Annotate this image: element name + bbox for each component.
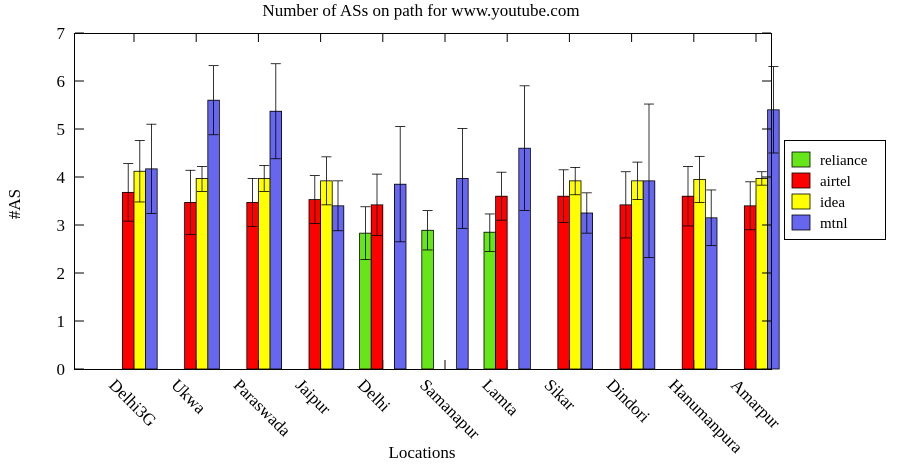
- legend-swatch: [791, 172, 811, 189]
- error-bar-mtnl-delhi3g: [146, 123, 157, 214]
- x-tick-label-sikar: Sikar: [541, 375, 580, 414]
- error-bar-idea-hanumanpura: [694, 155, 705, 203]
- bar-airtel-lamta: [495, 195, 508, 370]
- legend-item-reliance: reliance: [791, 151, 868, 169]
- error-bar-airtel-paraswada: [247, 178, 258, 227]
- x-tick-label-amarpur: Amarpur: [727, 375, 784, 432]
- legend: reliance airtel idea mtnl: [784, 140, 886, 240]
- bar-idea-hanumanpura: [693, 178, 706, 370]
- legend-item-mtnl: mtnl: [791, 214, 848, 232]
- error-bar-idea-delhi3g: [134, 140, 145, 203]
- error-bars-layer: [123, 63, 779, 260]
- error-bar-idea-jaipur: [321, 156, 332, 206]
- x-tick-label-ukwa: Ukwa: [167, 375, 209, 417]
- y-tick-label: 0: [57, 360, 66, 379]
- error-bar-mtnl-delhi: [395, 126, 406, 243]
- bars-layer: [122, 99, 780, 370]
- error-bar-airtel-sikar: [558, 169, 569, 224]
- legend-label: airtel: [820, 174, 851, 190]
- bar-idea-paraswada: [257, 178, 271, 370]
- y-tick-label: 5: [57, 120, 66, 139]
- error-bar-airtel-delhi3g: [123, 163, 134, 222]
- error-bar-mtnl-jaipur: [333, 180, 343, 232]
- x-tick-label-jaipur: Jaipur: [292, 375, 335, 418]
- bar-idea-sikar: [569, 180, 582, 370]
- error-bar-idea-amarpur: [756, 171, 767, 186]
- error-bar-airtel-dindori: [620, 171, 631, 239]
- x-tick-label-dindori: Dindori: [603, 375, 654, 426]
- x-tick-label-delhi3g: Delhi3G: [105, 375, 160, 430]
- error-bar-mtnl-amarpur: [768, 66, 779, 154]
- bar-idea-jaipur: [320, 180, 333, 370]
- error-bar-idea-paraswada: [259, 165, 270, 192]
- error-bar-mtnl-sikar: [581, 192, 592, 234]
- ticks-layer: [75, 32, 771, 370]
- error-bar-reliance-lamta: [484, 213, 495, 252]
- error-bar-mtnl-hanumanpura: [706, 189, 717, 247]
- error-bar-mtnl-paraswada: [270, 63, 281, 160]
- legend-swatch: [791, 214, 811, 231]
- bar-mtnl-sikar: [580, 212, 594, 370]
- legend-label: reliance: [820, 153, 868, 169]
- bar-reliance-samanapur: [421, 229, 434, 370]
- bar-mtnl-ukwa: [207, 99, 220, 370]
- y-tick-label: 3: [57, 216, 66, 235]
- y-tick-label: 4: [57, 168, 66, 187]
- bar-airtel-jaipur: [308, 199, 322, 370]
- error-bar-reliance-delhi: [360, 206, 371, 260]
- x-tick-label-lamta: Lamta: [478, 375, 522, 419]
- legend-item-airtel: airtel: [791, 172, 851, 190]
- error-bar-airtel-jaipur: [309, 175, 320, 224]
- legend-item-idea: idea: [791, 193, 845, 211]
- y-tick-label: 2: [57, 264, 66, 283]
- legend-swatch: [791, 151, 811, 168]
- bar-idea-ukwa: [195, 178, 209, 370]
- bar-idea-dindori: [631, 180, 644, 370]
- legend-label: idea: [820, 195, 845, 211]
- legend-label: mtnl: [820, 216, 848, 232]
- x-tick-label-delhi: Delhi: [354, 375, 394, 415]
- error-bar-airtel-lamta: [496, 171, 507, 221]
- bar-airtel-paraswada: [246, 202, 259, 370]
- x-tick-label-samanapur: Samanapur: [416, 375, 484, 443]
- plot-frame: [74, 33, 772, 370]
- y-tick-label: 6: [57, 72, 66, 91]
- y-axis-label: #AS: [5, 189, 24, 219]
- bar-reliance-lamta: [483, 231, 497, 370]
- y-tick-labels: 0 1 2 3 4 5 6 7: [57, 24, 66, 379]
- y-tick-label: 1: [57, 312, 66, 331]
- bar-idea-amarpur: [755, 178, 769, 370]
- error-bar-mtnl-samanapur: [457, 128, 468, 229]
- error-bar-airtel-hanumanpura: [683, 166, 693, 227]
- error-bar-mtnl-ukwa: [208, 65, 219, 136]
- error-bar-mtnl-lamta: [519, 85, 530, 212]
- error-bar-airtel-amarpur: [745, 181, 756, 231]
- x-axis-label: Locations: [388, 443, 455, 462]
- error-bar-idea-dindori: [632, 161, 643, 200]
- error-bar-idea-sikar: [570, 166, 581, 196]
- y-tick-label: 7: [57, 24, 66, 43]
- bar-airtel-amarpur: [744, 205, 757, 370]
- error-bar-idea-ukwa: [197, 166, 207, 192]
- error-bar-airtel-ukwa: [185, 169, 196, 236]
- error-bar-mtnl-dindori: [644, 103, 654, 259]
- error-bar-reliance-samanapur: [422, 210, 433, 251]
- error-bar-airtel-delhi: [372, 173, 382, 236]
- chart-title: Number of ASs on path for www.youtube.co…: [262, 1, 579, 20]
- x-tick-label-paraswada: Paraswada: [230, 375, 295, 440]
- legend-swatch: [791, 193, 811, 210]
